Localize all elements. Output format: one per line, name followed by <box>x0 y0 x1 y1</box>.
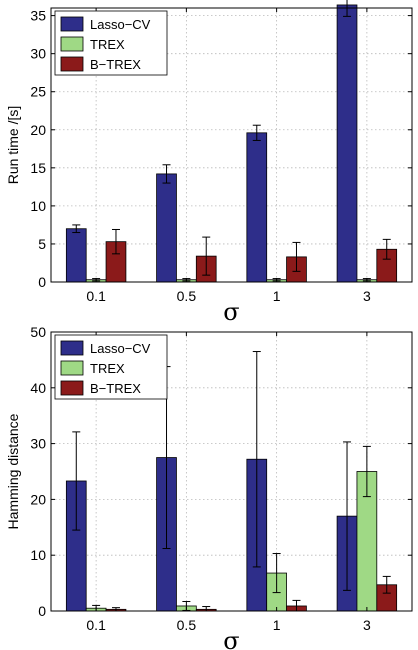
legend-swatch <box>60 340 84 356</box>
plot-frame <box>50 7 413 283</box>
x-tick-label: 0.5 <box>177 288 197 304</box>
legend-swatch <box>60 36 84 52</box>
legend-swatch <box>60 380 84 396</box>
y-tick-label: 20 <box>30 491 46 507</box>
y-tick-label: 0 <box>38 274 46 290</box>
y-tick-label: 30 <box>30 436 46 452</box>
x-tick-label: 3 <box>363 617 371 633</box>
runtime-chart: 0 5 10 15 20 25 30 35 0.1 0.5 1 3 σ Run time /[s] Lass… <box>5 0 413 326</box>
y-tick-label: 30 <box>30 46 46 62</box>
x-tick-label: 3 <box>363 288 371 304</box>
x-tick-label: 1 <box>273 617 281 633</box>
y-tick-label: 20 <box>30 122 46 138</box>
y-tick-label: 35 <box>30 8 46 24</box>
x-tick-label: 0.1 <box>86 288 106 304</box>
plot-frame <box>50 331 413 612</box>
legend-swatch <box>60 360 84 376</box>
hamming-chart: 0 10 20 30 40 50 0.1 0.5 1 3 σ Hamming distance Lass… <box>5 324 413 650</box>
x-tick-label: 0.5 <box>177 617 197 633</box>
x-axis-label: σ <box>223 627 239 650</box>
x-axis-label: σ <box>223 298 239 326</box>
y-tick-label: 5 <box>38 236 46 252</box>
legend-label: Lasso−CV <box>90 17 151 32</box>
bar <box>65 228 87 283</box>
y-axis-label: Hamming distance <box>5 413 21 529</box>
legend-label: B−TREX <box>90 57 141 72</box>
y-axis-label: Run time /[s] <box>5 106 21 185</box>
legend-label: TREX <box>90 37 125 52</box>
legend-swatch <box>60 16 84 32</box>
y-tick-label: 40 <box>30 380 46 396</box>
legend-label: B−TREX <box>90 381 141 396</box>
bar <box>156 173 177 283</box>
y-tick-label: 10 <box>30 547 46 563</box>
x-tick-label: 0.1 <box>86 617 106 633</box>
bar <box>336 4 358 283</box>
x-tick-label: 1 <box>273 288 281 304</box>
y-tick-label: 0 <box>38 603 46 619</box>
y-tick-label: 10 <box>30 198 46 214</box>
y-tick-label: 15 <box>30 160 46 176</box>
bar <box>246 132 268 283</box>
legend-label: TREX <box>90 361 125 376</box>
y-tick-label: 25 <box>30 84 46 100</box>
y-tick-label: 50 <box>30 324 46 340</box>
legend-swatch <box>60 56 84 72</box>
legend-label: Lasso−CV <box>90 341 151 356</box>
